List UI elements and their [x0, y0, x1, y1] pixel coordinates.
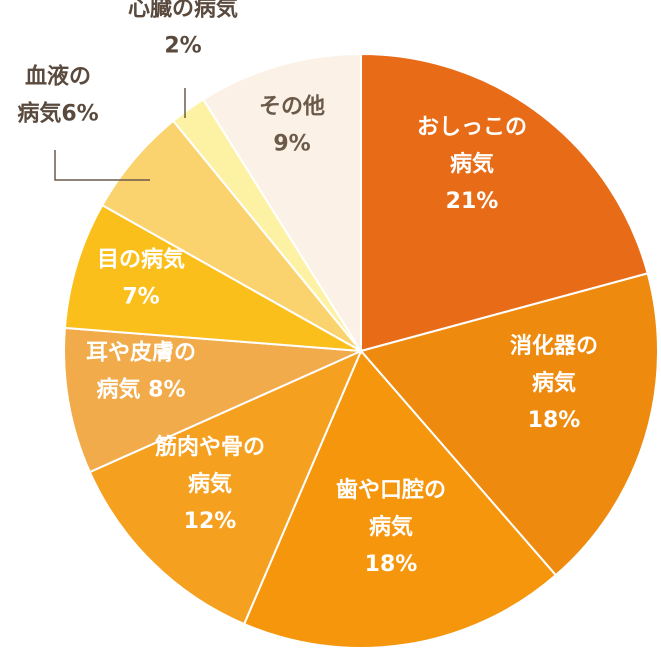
slice-label-4-line-1: 筋肉や骨の [154, 434, 265, 460]
slice-label-5-line-2: 病気 8% [96, 377, 185, 403]
pie-slice-3 [242, 349, 558, 649]
slice-label-8-line-1: 心臓の病気 [128, 0, 238, 22]
slice-label-4-line-2: 病気 [188, 471, 232, 497]
pie-slice-1 [360, 52, 649, 353]
leader-lines [54, 88, 186, 181]
pie-slice-9 [201, 52, 362, 355]
slice-label-3-line-1: 歯や口腔の [336, 477, 446, 503]
pie-slices [63, 52, 659, 649]
pie-slice-6 [63, 203, 362, 352]
slice-label-2-line-2: 病気 [532, 370, 576, 396]
slice-label-4-line-3: 12% [184, 509, 237, 534]
slice-label-7-line-2: 病気6% [17, 101, 98, 127]
slice-label-7-line-1: 血液の [25, 64, 91, 90]
pie-slice-5 [63, 326, 362, 474]
slice-label-9-line-1: その他 [259, 95, 325, 120]
slice-label-2-line-3: 18% [528, 408, 581, 433]
slice-label-3-line-3: 18% [365, 552, 418, 577]
slice-label-8-line-2: 2% [164, 34, 201, 59]
pie-slice-2 [359, 272, 659, 577]
slice-label-1-line-1: おしっこの [417, 115, 527, 140]
slice-label-9-line-2: 9% [273, 132, 310, 157]
slice-labels: おしっこの病気21%消化器の病気18%歯や口腔の病気18%筋肉や骨の病気12%耳… [17, 0, 598, 577]
slice-label-6-line-1: 目の病気 [97, 247, 185, 273]
slice-label-3-line-2: 病気 [369, 514, 413, 540]
leader-line-blood [54, 150, 150, 181]
slice-label-1-line-3: 21% [446, 189, 499, 214]
slice-label-5-line-1: 耳や皮膚の [86, 340, 196, 366]
slice-label-2-line-1: 消化器の [510, 333, 598, 359]
pie-slice-4 [88, 349, 363, 626]
slice-label-1-line-2: 病気 [450, 151, 494, 177]
slice-label-6-line-2: 7% [122, 285, 159, 310]
